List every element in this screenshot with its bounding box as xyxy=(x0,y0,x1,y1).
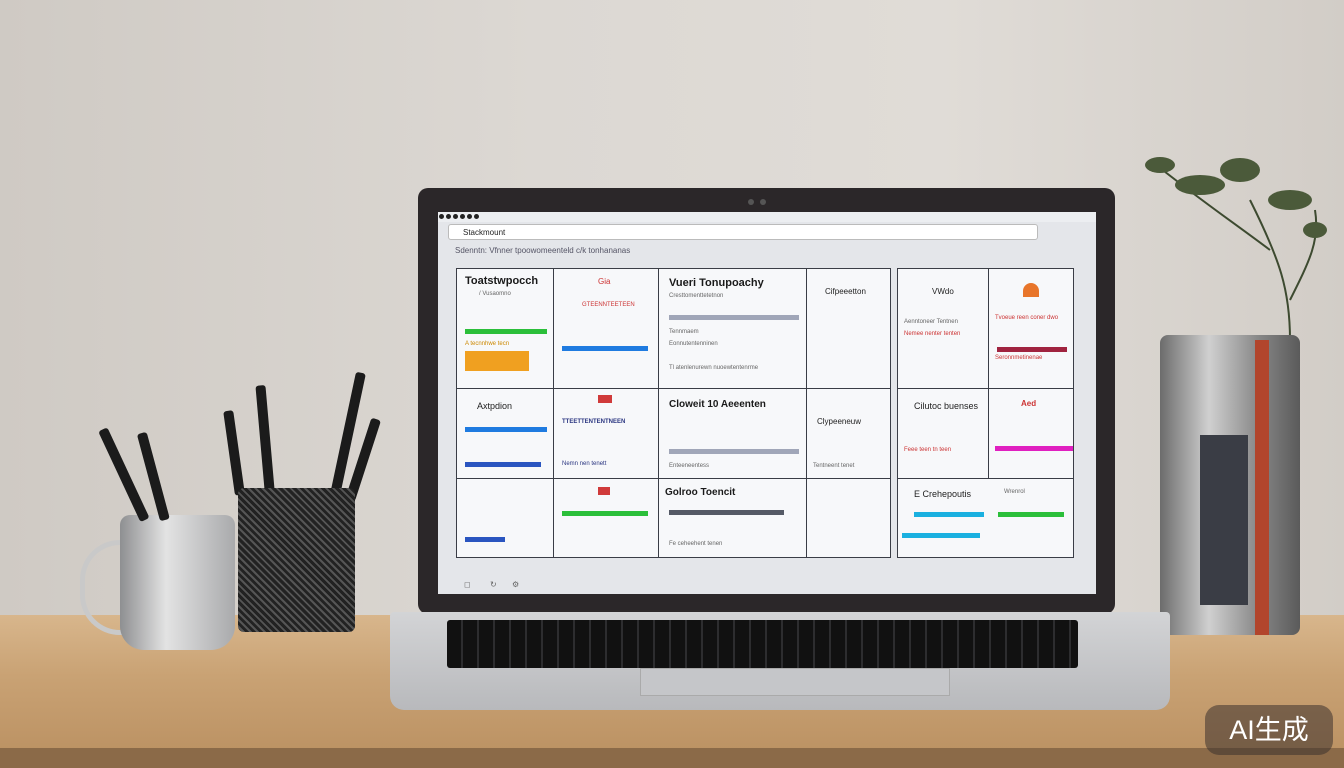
text: Tennmaem xyxy=(669,329,699,335)
card[interactable]: E Crehepoutis Wrenrol xyxy=(897,478,1074,558)
card-title: Axtpdion xyxy=(477,401,513,411)
canister-label xyxy=(1200,435,1248,605)
caption: A tecnnhwe tecn xyxy=(465,341,510,347)
card-subtitle: Wrenrol xyxy=(1004,489,1025,495)
card-title: Cloweit 10 Aeeenten xyxy=(669,399,766,410)
progress-bar xyxy=(465,462,541,467)
card[interactable]: Gia GTEENNTEETEEN xyxy=(553,268,659,389)
card[interactable]: Tvoeue reen coner dwo Seronnmetinenae xyxy=(988,268,1074,389)
progress-bar xyxy=(465,427,547,432)
card[interactable]: Golroo Toencit Fe ceheehent tenen xyxy=(658,478,807,558)
progress-bar xyxy=(465,329,547,334)
card-icon xyxy=(1023,283,1039,297)
address-bar[interactable]: Stackmount xyxy=(448,224,1038,240)
canister-stripe xyxy=(1255,340,1269,635)
card-label: GTEENNTEETEEN xyxy=(582,302,635,308)
card-title: Vueri Tonupoachy xyxy=(669,277,764,289)
camera xyxy=(748,199,754,205)
pen-holder xyxy=(238,488,355,632)
card[interactable]: Axtpdion xyxy=(456,388,554,479)
card-icon: Gia xyxy=(598,277,611,286)
card-subtitle: / Vusaomno xyxy=(479,291,511,297)
card[interactable]: TTEETTENTENTNEEN Nemn nen tenett xyxy=(553,388,659,479)
progress-bar xyxy=(562,346,648,351)
card[interactable]: Clypeeneuw Tentneent tenet xyxy=(806,388,891,479)
progress-bar xyxy=(995,446,1073,451)
progress-bar xyxy=(998,512,1064,517)
plant xyxy=(1140,140,1330,341)
card[interactable] xyxy=(806,478,891,558)
text: Feee teen tn teen xyxy=(904,447,952,453)
progress-bar xyxy=(465,537,505,542)
text: Fe ceheehent tenen xyxy=(669,541,723,547)
progress-bar xyxy=(914,512,984,517)
desk-edge xyxy=(0,748,1344,768)
text: Aenntoneer Tentnen xyxy=(904,319,958,325)
progress-bar xyxy=(902,533,980,538)
card[interactable] xyxy=(553,478,659,558)
text: Eonnutentenninen xyxy=(669,341,718,347)
watermark: AI生成 xyxy=(1205,705,1333,755)
card[interactable] xyxy=(456,478,554,558)
page-header: Sdenntn: Vfnner tpoowomeenteld c/k tonha… xyxy=(455,246,631,255)
text: Tvoeue reen coner dwo xyxy=(995,315,1059,321)
text-line xyxy=(669,315,799,320)
text-line xyxy=(669,510,784,515)
mug xyxy=(120,515,235,650)
card[interactable]: Vueri Tonupoachy Cresttomenttetetnon Ten… xyxy=(658,268,807,389)
orange-badge xyxy=(465,351,529,371)
text: Tl atenlenurewn nuoewtentenrme xyxy=(669,365,759,371)
keyboard xyxy=(447,620,1078,668)
card-icon xyxy=(598,487,610,495)
card[interactable]: Cilutoc buenses Feee teen tn teen xyxy=(897,388,989,479)
pen xyxy=(223,410,245,496)
refresh-icon[interactable]: ↻ xyxy=(490,580,497,589)
card[interactable]: Aed xyxy=(988,388,1074,479)
settings-icon[interactable]: ⚙ xyxy=(512,580,520,589)
text: Nemee nenter tenten xyxy=(904,331,961,337)
card-subtitle: Cresttomenttetetnon xyxy=(669,293,724,299)
trackpad xyxy=(640,668,950,696)
card-label: TTEETTENTENTNEEN xyxy=(562,419,626,425)
card[interactable]: Cloweit 10 Aeeenten Enteeneentess xyxy=(658,388,807,479)
text: Seronnmetinenae xyxy=(995,355,1043,361)
card-title: Cifpeeetton xyxy=(825,287,866,296)
card-icon: Aed xyxy=(1021,399,1037,408)
card[interactable]: VWdo Aenntoneer Tentnen Nemee nenter ten… xyxy=(897,268,989,389)
card-title: E Crehepoutis xyxy=(914,489,972,499)
card-title: Golroo Toencit xyxy=(665,487,736,498)
card-title: VWdo xyxy=(932,287,954,296)
progress-bar xyxy=(562,511,648,516)
card-icon xyxy=(598,395,612,403)
card[interactable]: Cifpeeetton xyxy=(806,268,891,389)
camera-sensor xyxy=(760,199,766,205)
card[interactable]: Toatstwpocch / Vusaomno A tecnnhwe tecn xyxy=(456,268,554,389)
pen xyxy=(255,384,275,496)
tab-bar xyxy=(438,212,1096,222)
card-title: Clypeeneuw xyxy=(817,417,862,426)
power-icon[interactable]: ◻ xyxy=(464,580,471,589)
text: Tentneent tenet xyxy=(813,463,855,469)
text: Nemn nen tenett xyxy=(562,461,607,467)
card-title: Cilutoc buenses xyxy=(914,401,979,411)
text-line xyxy=(669,449,799,454)
card-title: Toatstwpocch xyxy=(465,275,539,287)
mug-handle xyxy=(80,540,140,635)
text: Enteeneentess xyxy=(669,463,710,469)
tag xyxy=(997,347,1067,352)
